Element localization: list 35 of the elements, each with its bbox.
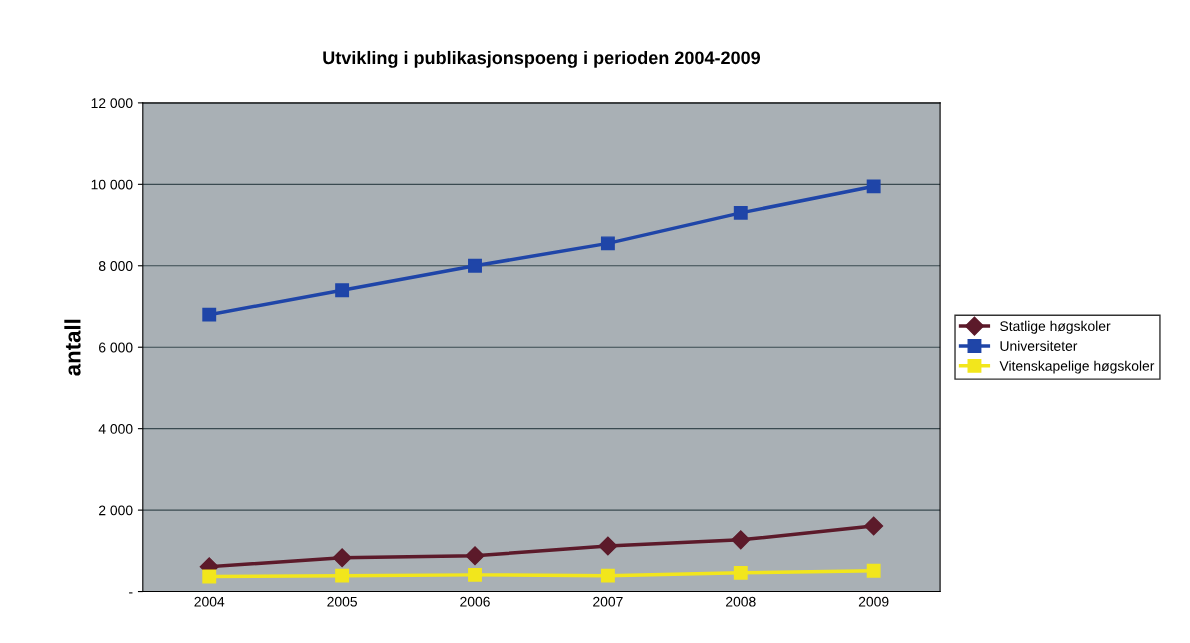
point: [202, 307, 217, 322]
point: [866, 179, 881, 194]
point: [468, 258, 482, 273]
y-tick-label: 12 000: [91, 98, 133, 109]
point: [468, 567, 482, 582]
x-tick-label: 2004: [194, 596, 225, 607]
point: [202, 569, 217, 584]
x-tick-label: 2007: [593, 596, 623, 607]
point: [733, 205, 748, 220]
x-tick-label: 2005: [327, 596, 357, 607]
legend-label: Statlige høgskoler: [1000, 320, 1111, 334]
point: [731, 530, 751, 550]
x-tick-label: 2008: [726, 596, 756, 607]
point: [600, 568, 615, 583]
x-tick-label: 2009: [858, 596, 889, 607]
point: [733, 565, 748, 580]
point: [600, 236, 615, 251]
legend-label: Vitenskapelige høgskoler: [999, 360, 1155, 374]
y-tick-label: 10 000: [91, 179, 133, 190]
y-tick-label: 4 000: [98, 424, 133, 434]
point: [864, 516, 884, 536]
y-tick-label: 8 000: [98, 261, 133, 271]
y-tick-label: 6 000: [99, 342, 133, 353]
legend-label: Universiteter: [1000, 340, 1078, 351]
point: [332, 548, 352, 568]
point: [335, 283, 350, 298]
y-axis-title: antall: [64, 319, 81, 376]
y-tick-label: -: [129, 592, 133, 594]
point: [598, 536, 618, 556]
point: [465, 546, 485, 566]
x-tick-label: 2006: [460, 596, 490, 607]
y-tick-label: 2 000: [99, 505, 133, 516]
point: [866, 563, 881, 578]
point: [335, 568, 350, 583]
chart-title: Utvikling i publikasjonspoeng i perioden 2004-2009: [323, 50, 761, 68]
